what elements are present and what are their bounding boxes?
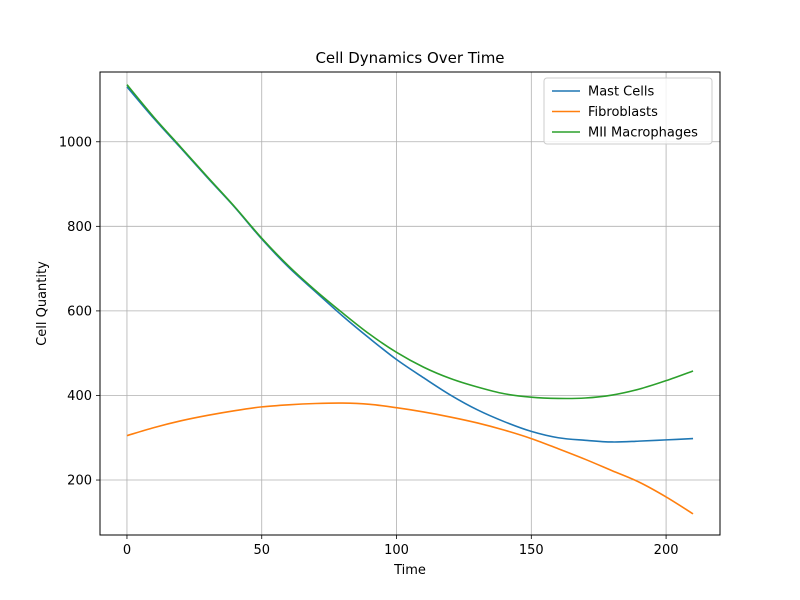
series-line-1 [126, 402, 694, 515]
plot-frame [99, 71, 721, 536]
y-tick-label: 600 [67, 304, 92, 319]
series-line-2 [126, 84, 694, 400]
x-axis-label: Time [393, 563, 426, 578]
x-tick-label: 100 [384, 543, 409, 558]
x-tick-label: 200 [654, 543, 679, 558]
series-lines [126, 84, 694, 515]
y-axis-label: Cell Quantity [35, 261, 50, 346]
legend-label: MII Macrophages [588, 126, 698, 141]
legend-label: Fibroblasts [588, 105, 658, 120]
y-tick-label: 800 [67, 220, 92, 235]
x-tick-label: 150 [519, 543, 544, 558]
x-tick-label: 0 [123, 543, 131, 558]
axis-ticks: 0 50 100 150 200 200 400 600 800 1000 [59, 135, 679, 558]
legend: Mast Cells Fibroblasts MII Macrophages [543, 77, 713, 145]
y-tick-label: 200 [67, 474, 92, 489]
y-tick-label: 1000 [59, 135, 92, 150]
legend-label: Mast Cells [588, 85, 654, 100]
y-tick-label: 400 [67, 389, 92, 404]
chart-title: Cell Dynamics Over Time [315, 49, 504, 67]
legend-box [543, 77, 713, 145]
x-tick-label: 50 [253, 543, 270, 558]
